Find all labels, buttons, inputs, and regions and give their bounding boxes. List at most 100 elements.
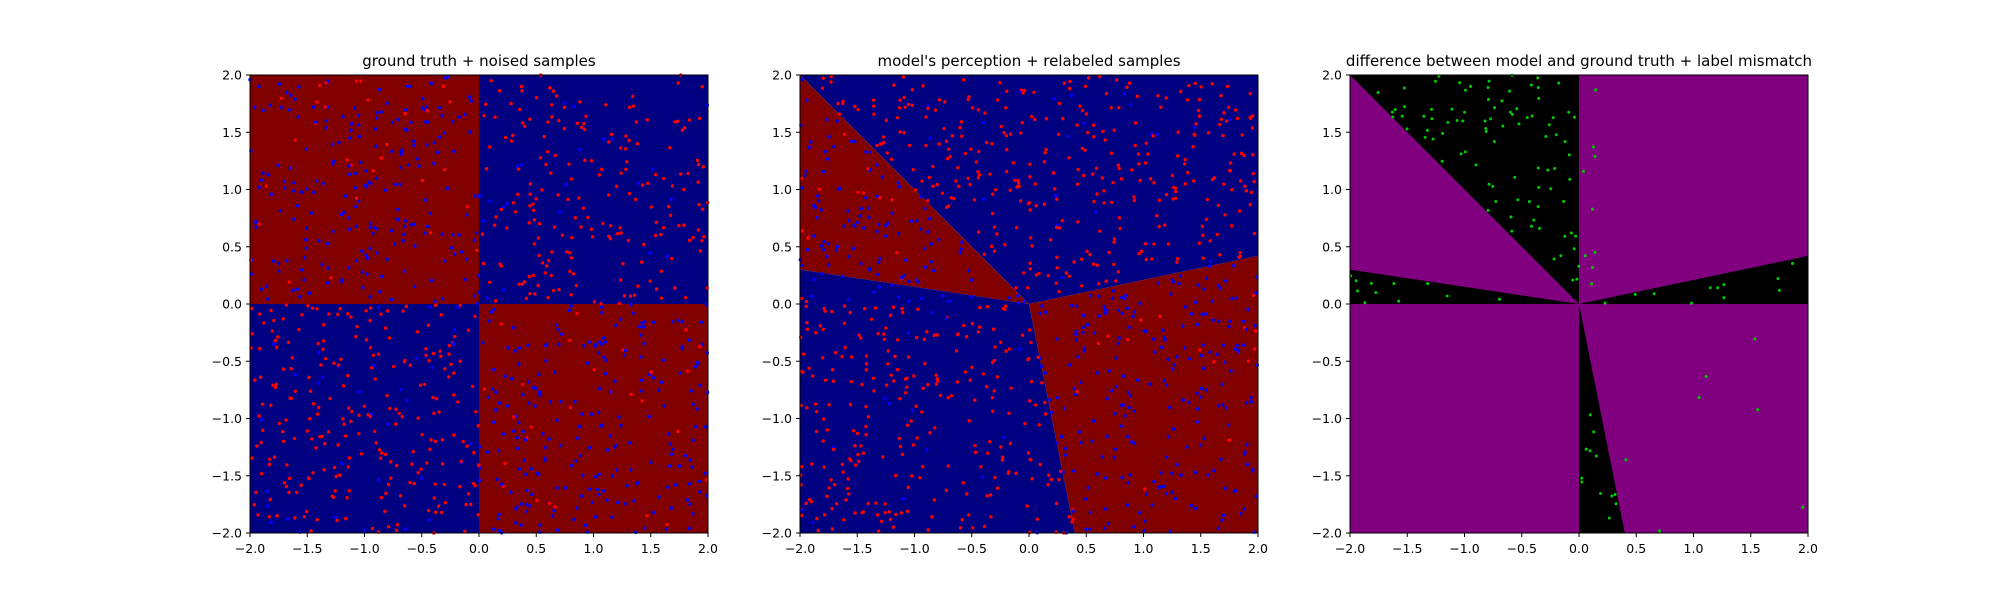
scatter-point: [282, 186, 287, 190]
scatter-point: [443, 500, 448, 505]
scatter-point: [290, 356, 295, 360]
scatter-point: [1240, 133, 1244, 137]
scatter-point: [368, 225, 372, 230]
scatter-point: [856, 190, 860, 194]
scatter-point: [1007, 347, 1012, 351]
scatter-point: [255, 444, 259, 448]
scatter-point: [982, 524, 987, 529]
scatter-point: [1043, 310, 1048, 314]
scatter-point: [593, 515, 598, 519]
scatter-point: [332, 361, 336, 365]
scatter-point: [648, 251, 652, 255]
scatter-point: [394, 182, 398, 187]
scatter-point: [368, 221, 373, 226]
scatter-point: [628, 468, 633, 472]
scatter-point: [676, 81, 680, 85]
scatter-point: [439, 354, 443, 358]
scatter-point: [324, 119, 328, 123]
scatter-point: [309, 529, 313, 534]
scatter-point: [538, 393, 542, 397]
scatter-point: [1018, 347, 1022, 351]
scatter-point: [841, 470, 845, 474]
scatter-point: [924, 115, 928, 119]
scatter-point: [448, 100, 452, 104]
scatter-point: [1022, 299, 1026, 304]
scatter-point: [947, 299, 951, 304]
scatter-point: [547, 259, 551, 263]
scatter-point: [350, 122, 354, 126]
scatter-point: [309, 211, 314, 215]
scatter-point: [859, 336, 863, 340]
scatter-point: [408, 480, 412, 485]
scatter-point: [993, 475, 997, 480]
scatter-point: [864, 368, 868, 372]
scatter-point: [1111, 180, 1115, 185]
scatter-point: [1487, 182, 1491, 186]
scatter-point: [405, 128, 409, 132]
scatter-point: [549, 273, 553, 278]
scatter-point: [831, 379, 836, 383]
scatter-point: [475, 248, 479, 253]
scatter-point: [359, 79, 363, 83]
scatter-point: [481, 341, 485, 345]
scatter-point: [687, 338, 691, 342]
scatter-point: [271, 342, 276, 346]
x-tick-label: −1.5: [292, 541, 322, 556]
scatter-point: [622, 353, 627, 357]
scatter-point: [704, 302, 708, 307]
scatter-point: [1127, 405, 1131, 410]
scatter-point: [1463, 150, 1467, 154]
scatter-point: [1113, 447, 1117, 451]
scatter-point: [1201, 343, 1205, 347]
scatter-point: [981, 120, 985, 125]
scatter-point: [1029, 379, 1034, 384]
scatter-point: [481, 261, 486, 266]
scatter-point: [552, 225, 557, 229]
scatter-point: [974, 160, 979, 164]
scatter-point: [894, 512, 898, 517]
scatter-point: [388, 406, 392, 411]
scatter-point: [670, 256, 674, 261]
scatter-point: [972, 198, 977, 202]
scatter-point: [1067, 156, 1071, 160]
scatter-point: [847, 254, 851, 259]
scatter-point: [473, 194, 477, 198]
scatter-point: [428, 305, 432, 309]
scatter-point: [846, 209, 850, 213]
scatter-point: [1127, 81, 1132, 85]
scatter-point: [466, 492, 471, 496]
scatter-point: [1090, 439, 1094, 443]
scatter-point: [360, 249, 364, 253]
scatter-point: [629, 303, 633, 307]
scatter-point: [287, 490, 291, 495]
scatter-point: [315, 100, 319, 104]
scatter-point: [528, 182, 533, 186]
scatter-point: [463, 112, 467, 117]
scatter-point: [639, 333, 643, 337]
scatter-point: [696, 180, 700, 184]
scatter-point: [1007, 470, 1011, 474]
scatter-point: [297, 85, 301, 89]
scatter-point: [536, 236, 541, 240]
scatter-point: [323, 441, 327, 446]
scatter-point: [450, 119, 455, 124]
scatter-point: [482, 113, 486, 118]
scatter-point: [823, 513, 827, 517]
scatter-point: [884, 383, 889, 387]
scatter-point: [680, 320, 684, 324]
scatter-point: [878, 142, 883, 146]
scatter-point: [936, 237, 941, 242]
scatter-point: [1486, 98, 1490, 102]
y-tick-label: −0.5: [212, 354, 242, 369]
scatter-point: [679, 172, 683, 176]
scatter-point: [505, 404, 510, 408]
scatter-point: [654, 172, 658, 177]
scatter-point: [799, 296, 804, 301]
scatter-point: [624, 167, 628, 171]
scatter-point: [1047, 473, 1051, 477]
scatter-point: [800, 464, 804, 469]
scatter-point: [428, 211, 433, 216]
scatter-point: [1753, 337, 1757, 341]
scatter-point: [1190, 312, 1194, 316]
scatter-point: [435, 150, 440, 155]
